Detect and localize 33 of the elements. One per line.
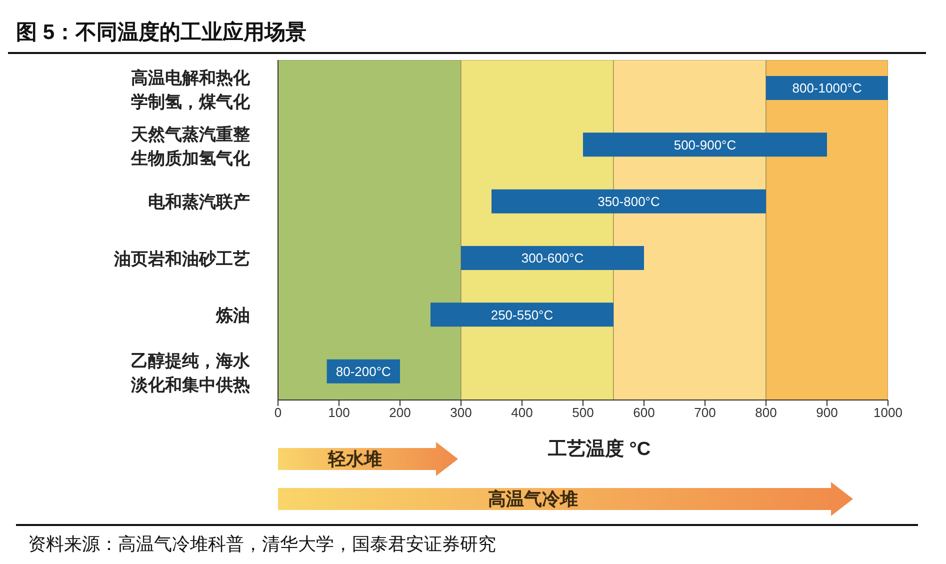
- y-tick-label: 高温电解和热化学制氢，煤气化: [131, 68, 251, 112]
- y-tick-label: 炼油: [215, 306, 250, 325]
- bar: [461, 246, 644, 270]
- x-tick-label: 300: [450, 405, 472, 420]
- text: 轻水堆: [328, 448, 382, 471]
- x-tick-label: 800: [755, 405, 777, 420]
- y-tick-label: 电和蒸汽联产: [148, 192, 250, 212]
- x-axis-title: 工艺温度 °C: [548, 438, 652, 462]
- x-tick-label: 200: [389, 405, 411, 420]
- x-tick-label: 100: [328, 405, 350, 420]
- bar: [492, 189, 766, 214]
- data-label: 800-1000°C: [792, 80, 862, 96]
- data-label: 500-900°C: [674, 137, 736, 152]
- x-tick-label: 0: [274, 405, 282, 420]
- data-label: 350-800°C: [598, 194, 660, 209]
- bar: [430, 302, 614, 327]
- bar: [766, 76, 888, 100]
- x-tick-label: 900: [816, 405, 838, 420]
- text: 资料来源：高温气冷堆科普，清华大学，国泰君安证券研究: [28, 533, 496, 556]
- x-tick-label: 700: [694, 405, 716, 420]
- x-tick-label: 500: [572, 405, 594, 420]
- x-tick-label: 1000: [874, 405, 902, 420]
- chart-title: 图 5：不同温度的工业应用场景: [8, 8, 926, 54]
- bar: [583, 132, 827, 157]
- data-label: 300-600°C: [521, 250, 584, 266]
- y-tick-label: 天然气蒸汽重整生物质加氢气化: [130, 125, 251, 168]
- x-tick-label: 400: [511, 405, 533, 420]
- y-tick-label: 油页岩和油砂工艺: [113, 249, 250, 268]
- data-label: 80-200°C: [336, 364, 391, 379]
- text: 高温气冷堆: [488, 488, 578, 511]
- x-tick-label: 600: [633, 405, 655, 420]
- data-label: 250-550°C: [490, 307, 554, 322]
- y-tick-label: 乙醇提纯，海水淡化和集中供热: [130, 352, 251, 395]
